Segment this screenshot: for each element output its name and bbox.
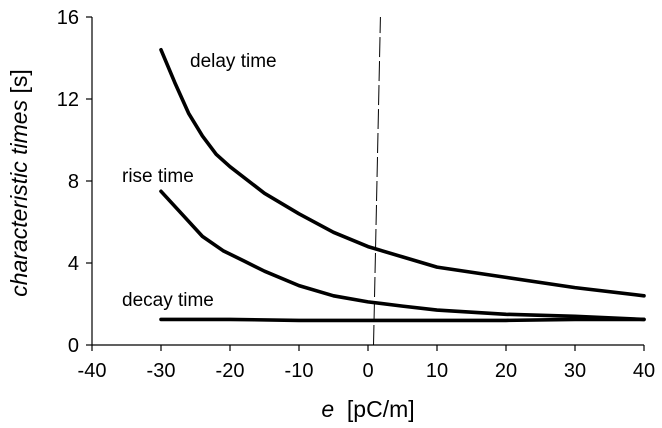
y-tick-label: 0 <box>68 335 79 357</box>
x-axis-unit: [pC/m] <box>334 396 415 422</box>
x-axis-title: e [pC/m] <box>321 396 414 422</box>
y-tick-label: 12 <box>57 89 79 111</box>
plot-area <box>86 16 645 351</box>
rise-time-line <box>159 189 646 322</box>
x-tick-label: 20 <box>495 360 517 382</box>
reference-dashed-line <box>373 16 381 346</box>
x-tick-label: 10 <box>426 360 448 382</box>
x-axis-variable: e <box>321 396 334 422</box>
x-tick-label: -40 <box>78 360 107 382</box>
x-tick-label: 30 <box>564 360 586 382</box>
x-tick-label: -30 <box>147 360 176 382</box>
x-tick-label: -10 <box>285 360 314 382</box>
rise-time-label: rise time <box>122 166 194 187</box>
y-tick-label: 8 <box>68 171 79 193</box>
delay-time-line <box>159 48 646 298</box>
y-axis-quantity: characteristic times <box>6 99 32 296</box>
y-tick-label: 4 <box>68 253 79 275</box>
y-axis-title: characteristic times [s] <box>6 69 32 297</box>
x-tick-label: 0 <box>362 360 373 382</box>
y-axis-unit: [s] <box>6 69 32 100</box>
x-tick-label: -20 <box>216 360 245 382</box>
decay-time-label: decay time <box>122 290 214 311</box>
decay-time-line <box>159 317 646 323</box>
labels-layer: -40 -30 -20 -10 0 10 20 30 40 0 4 8 12 16 delay time ri… <box>6 7 655 422</box>
delay-time-label: delay time <box>190 51 277 72</box>
marks-layer <box>159 16 646 346</box>
x-tick-label: 40 <box>633 360 655 382</box>
y-tick-label: 16 <box>57 7 79 29</box>
